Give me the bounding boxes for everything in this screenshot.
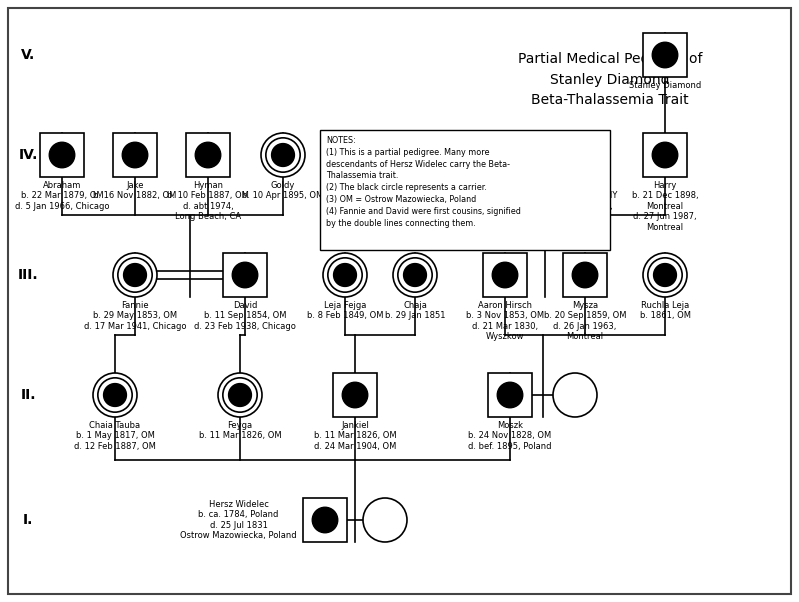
Text: Chaja
b. 29 Jan 1851: Chaja b. 29 Jan 1851	[385, 301, 445, 320]
Bar	[563, 253, 607, 297]
Text: Feyga
b. 11 Mar 1826, OM: Feyga b. 11 Mar 1826, OM	[199, 421, 281, 441]
Bar	[303, 498, 347, 542]
Text: Aaron Hirsch
b. 3 Nov 1853, OM
d. 21 Mar 1830,
Wyszkow: Aaron Hirsch b. 3 Nov 1853, OM d. 21 Mar…	[466, 301, 544, 341]
Circle shape	[113, 253, 157, 297]
Text: Abraham
b. 22 Mar 1879, OM
d. 5 Jan 1966, Chicago: Abraham b. 22 Mar 1879, OM d. 5 Jan 1966…	[14, 181, 109, 211]
Text: Jake
b. 16 Nov 1882, OM: Jake b. 16 Nov 1882, OM	[93, 181, 177, 200]
Text: Samuel
b. 1 Apr 1881, OM
d. 10 Dec 1960,
Ottawa: Samuel b. 1 Apr 1881, OM d. 10 Dec 1960,…	[392, 181, 468, 221]
Text: Partial Medical Pedigree of
Stanley Diamond
Beta-Thalassemia Trait: Partial Medical Pedigree of Stanley Diam…	[518, 52, 702, 107]
Circle shape	[93, 373, 137, 417]
Circle shape	[643, 253, 687, 297]
Bar	[113, 133, 157, 177]
Circle shape	[398, 258, 432, 292]
Circle shape	[492, 262, 518, 288]
Circle shape	[233, 262, 258, 288]
Text: Leja Fejga
b. 8 Feb 1849, OM: Leja Fejga b. 8 Feb 1849, OM	[307, 301, 384, 320]
Circle shape	[417, 142, 443, 168]
Text: Rachel
b. 2 Aug 1895, NY
d. 12 Oct 1965,
Montreal: Rachel b. 2 Aug 1895, NY d. 12 Oct 1965,…	[543, 181, 618, 221]
Circle shape	[124, 264, 146, 287]
Circle shape	[569, 143, 591, 166]
Circle shape	[553, 373, 597, 417]
Text: David
b. 11 Sep 1854, OM
d. 23 Feb 1938, Chicago: David b. 11 Sep 1854, OM d. 23 Feb 1938,…	[194, 301, 296, 331]
Text: Hersz Widelec
b. ca. 1784, Poland
d. 25 Jul 1831
Ostrow Mazowiecka, Poland: Hersz Widelec b. ca. 1784, Poland d. 25 …	[181, 500, 297, 540]
Circle shape	[272, 143, 295, 166]
Text: Hyman
b. 10 Feb 1887, OM
d. abt 1974,
Long Beach, CA: Hyman b. 10 Feb 1887, OM d. abt 1974, Lo…	[167, 181, 249, 221]
Text: I.: I.	[23, 513, 34, 527]
Bar	[483, 253, 527, 297]
Text: Barney
b. 10 Jul 1884, OM
d. 15 May 1945,
Montreal: Barney b. 10 Jul 1884, OM d. 15 May 1945…	[467, 181, 543, 221]
Bar	[320, 130, 610, 250]
Text: Ruchla Leja
b. 1861, OM: Ruchla Leja b. 1861, OM	[639, 301, 690, 320]
Bar	[40, 133, 84, 177]
Circle shape	[342, 382, 368, 408]
Circle shape	[393, 253, 437, 297]
Circle shape	[333, 264, 356, 287]
Bar	[333, 373, 377, 417]
Text: Chaia Tauba
b. 1 May 1817, OM
d. 12 Feb 1887, OM: Chaia Tauba b. 1 May 1817, OM d. 12 Feb …	[74, 421, 156, 451]
Circle shape	[652, 42, 678, 68]
Circle shape	[323, 253, 367, 297]
Circle shape	[97, 378, 132, 412]
Circle shape	[104, 383, 126, 406]
Text: III.: III.	[18, 268, 38, 282]
Circle shape	[50, 142, 75, 168]
Text: IV.: IV.	[18, 148, 38, 162]
Bar	[186, 133, 230, 177]
Circle shape	[558, 133, 602, 177]
Text: II.: II.	[20, 388, 36, 402]
Circle shape	[312, 507, 338, 533]
Circle shape	[572, 262, 598, 288]
Circle shape	[229, 383, 252, 406]
Circle shape	[652, 142, 678, 168]
Circle shape	[497, 382, 523, 408]
Bar	[223, 253, 267, 297]
Text: Mysza
b. 20 Sep 1859, OM
d. 26 Jan 1963,
Montreal: Mysza b. 20 Sep 1859, OM d. 26 Jan 1963,…	[544, 301, 626, 341]
Text: NOTES:
(1) This is a partial pedigree. Many more
descendants of Hersz Widelec ca: NOTES: (1) This is a partial pedigree. M…	[326, 136, 521, 228]
Bar	[483, 133, 527, 177]
Circle shape	[195, 142, 221, 168]
Circle shape	[648, 258, 682, 292]
Circle shape	[218, 373, 262, 417]
Circle shape	[562, 138, 597, 172]
Circle shape	[363, 498, 407, 542]
Text: Goldy
b. 10 Apr 1895, OM: Goldy b. 10 Apr 1895, OM	[242, 181, 324, 200]
Text: V.: V.	[21, 48, 35, 62]
Text: Jankiel
b. 11 Mar 1826, OM
d. 24 Mar 1904, OM: Jankiel b. 11 Mar 1826, OM d. 24 Mar 190…	[314, 421, 396, 451]
Circle shape	[117, 258, 152, 292]
Bar	[488, 373, 532, 417]
Circle shape	[654, 264, 677, 287]
Text: Moszk
b. 24 Nov 1828, OM
d. bef. 1895, Poland: Moszk b. 24 Nov 1828, OM d. bef. 1895, P…	[468, 421, 552, 451]
Circle shape	[492, 142, 518, 168]
Circle shape	[261, 133, 305, 177]
Bar	[408, 133, 452, 177]
Circle shape	[328, 258, 362, 292]
Bar	[643, 33, 687, 77]
Circle shape	[403, 264, 427, 287]
Circle shape	[223, 378, 257, 412]
Circle shape	[122, 142, 148, 168]
Circle shape	[266, 138, 300, 172]
Text: Fannie
b. 29 May 1853, OM
d. 17 Mar 1941, Chicago: Fannie b. 29 May 1853, OM d. 17 Mar 1941…	[84, 301, 186, 331]
Text: Harry
b. 21 Dec 1898,
Montreal
d. 27 Jun 1987,
Montreal: Harry b. 21 Dec 1898, Montreal d. 27 Jun…	[632, 181, 698, 232]
Bar	[643, 133, 687, 177]
Text: Stanley Diamond: Stanley Diamond	[629, 81, 702, 90]
